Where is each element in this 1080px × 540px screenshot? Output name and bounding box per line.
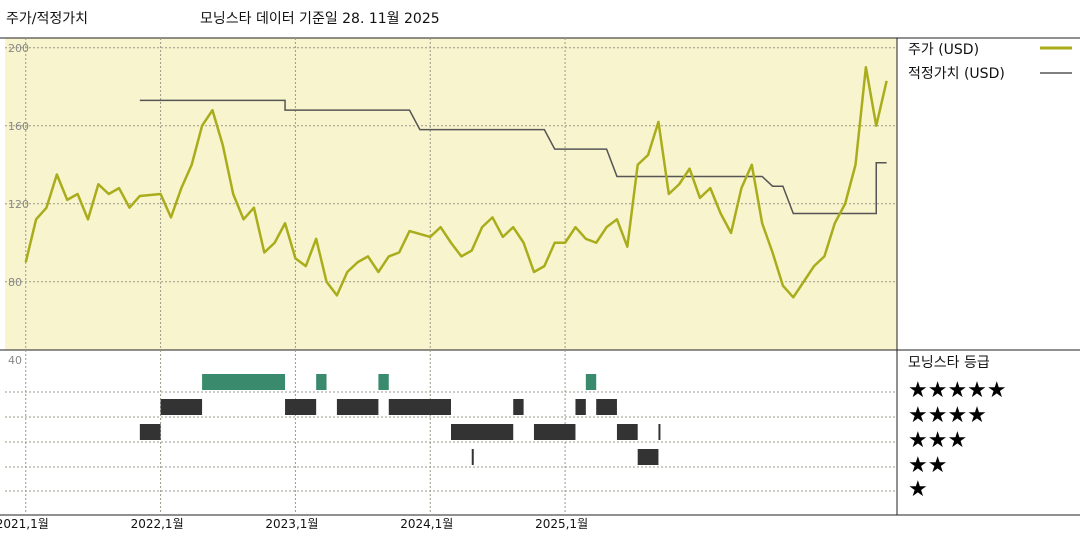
y-tick-200: 200 [8, 42, 29, 55]
x-tick-label: 2024,1월 [400, 517, 453, 531]
rating-bar-4star [160, 399, 203, 415]
chart-title: 주가/적정가치 [6, 11, 88, 27]
fair-value-line [139, 99, 887, 215]
star-rating-2: ★★ [908, 453, 947, 478]
price-line [24, 66, 888, 299]
star-rating-4: ★★★★ [908, 403, 987, 428]
rating-bar-4star [575, 399, 586, 415]
rating-bar-5star [378, 374, 389, 390]
rating-bar-4star [596, 399, 617, 415]
rating-bar-3star [451, 424, 514, 440]
rating-bar-4star [513, 399, 524, 415]
rating-bar-4star [336, 399, 379, 415]
rating-bar-5star [202, 374, 286, 390]
x-tick-label: 2021,1월 [0, 517, 49, 531]
rating-legend-title: 모닝스타 등급 [908, 355, 990, 371]
rating-bar-3star [658, 424, 661, 440]
rating-bar-5star [316, 374, 327, 390]
rating-bar-4star [388, 399, 451, 415]
rating-bar-3star [533, 424, 576, 440]
y-tick-120: 120 [8, 198, 29, 211]
rating-bar-5star [585, 374, 597, 390]
legend-price-label: 주가 (USD) [908, 42, 979, 58]
rating-bar-3star [616, 424, 638, 440]
y-tick-80: 80 [8, 276, 22, 289]
price-panel [5, 38, 897, 350]
rating-y-tick: 40 [8, 354, 22, 367]
star-rating-5: ★★★★★ [908, 378, 1007, 403]
data-date-label: 모닝스타 데이터 기준일 28. 11월 2025 [200, 11, 440, 27]
star-rating-1: ★ [908, 477, 928, 502]
star-rating-3: ★★★ [908, 428, 967, 453]
x-tick-label: 2022,1월 [131, 517, 184, 531]
x-tick-label: 2023,1월 [265, 517, 318, 531]
y-tick-160: 160 [8, 120, 29, 133]
rating-bar-2star [637, 449, 659, 465]
legend-fair-label: 적정가치 (USD) [908, 66, 1005, 82]
rating-bar-2star [471, 449, 474, 465]
x-tick-label: 2025,1월 [535, 517, 588, 531]
rating-bar-3star [139, 424, 161, 440]
rating-bar-4star [285, 399, 317, 415]
